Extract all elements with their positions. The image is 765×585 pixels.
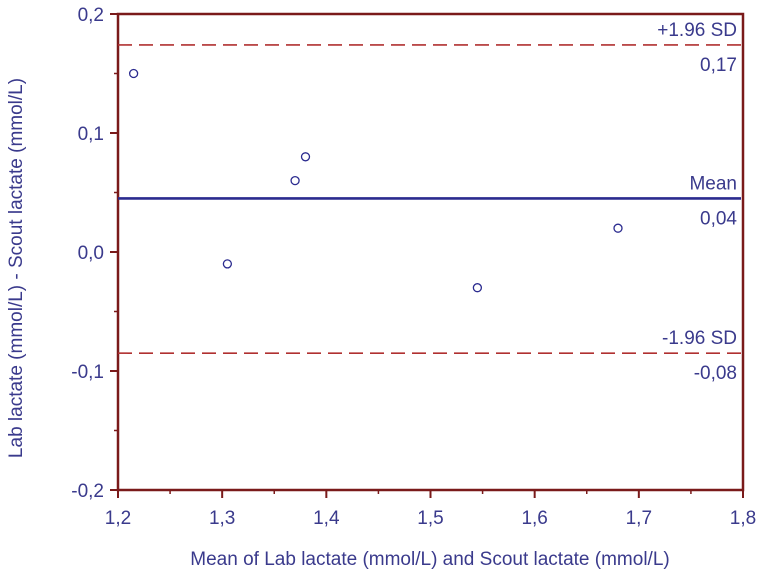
axis-ticks: 0,2 0,1 0,0 -0,1 -0,21,2 1,3 1,4 1,5 1,6 1,7 1,8 (71, 5, 756, 529)
x-tick-label: 1,7 (626, 508, 652, 529)
data-point (290, 175, 300, 186)
x-tick-label: 1,8 (730, 508, 756, 529)
y-tick-label: -0,2 (71, 481, 104, 502)
data-point (128, 68, 139, 79)
y-tick-label: -0,1 (71, 362, 104, 383)
reference-line-value: 0,17 (700, 55, 737, 76)
reference-line-value: 0,04 (700, 208, 737, 229)
reference-line-value: -0,08 (694, 363, 737, 384)
data-point (222, 259, 233, 269)
data-points (128, 68, 623, 293)
reference-lines: +1.96 SD 0,17 Mean 0,04 -1.96 SD -0,08 (118, 20, 741, 384)
reference-line-name: Mean (689, 173, 737, 194)
x-tick-label: 1,5 (417, 508, 443, 529)
x-tick-label: 1,6 (521, 508, 547, 529)
plot-area (116, 12, 745, 492)
plot-frame (116, 12, 745, 492)
y-axis-title: Lab lactate (mmol/L) - Scout lactate (mm… (6, 78, 27, 458)
x-tick-label: 1,2 (105, 508, 131, 529)
y-tick-label: 0,1 (78, 124, 104, 145)
x-tick-label: 1,4 (313, 508, 340, 529)
y-tick-label: 0,2 (78, 5, 104, 26)
x-axis-title: Mean of Lab lactate (mmol/L) and Scout l… (190, 549, 669, 570)
y-tick-label: 0,0 (78, 243, 104, 264)
x-tick-label: 1,3 (209, 508, 235, 529)
reference-line-name: -1.96 SD (662, 328, 737, 349)
reference-line-name: +1.96 SD (657, 20, 737, 41)
data-point (613, 223, 623, 233)
data-point (472, 283, 483, 293)
data-point (300, 152, 311, 162)
